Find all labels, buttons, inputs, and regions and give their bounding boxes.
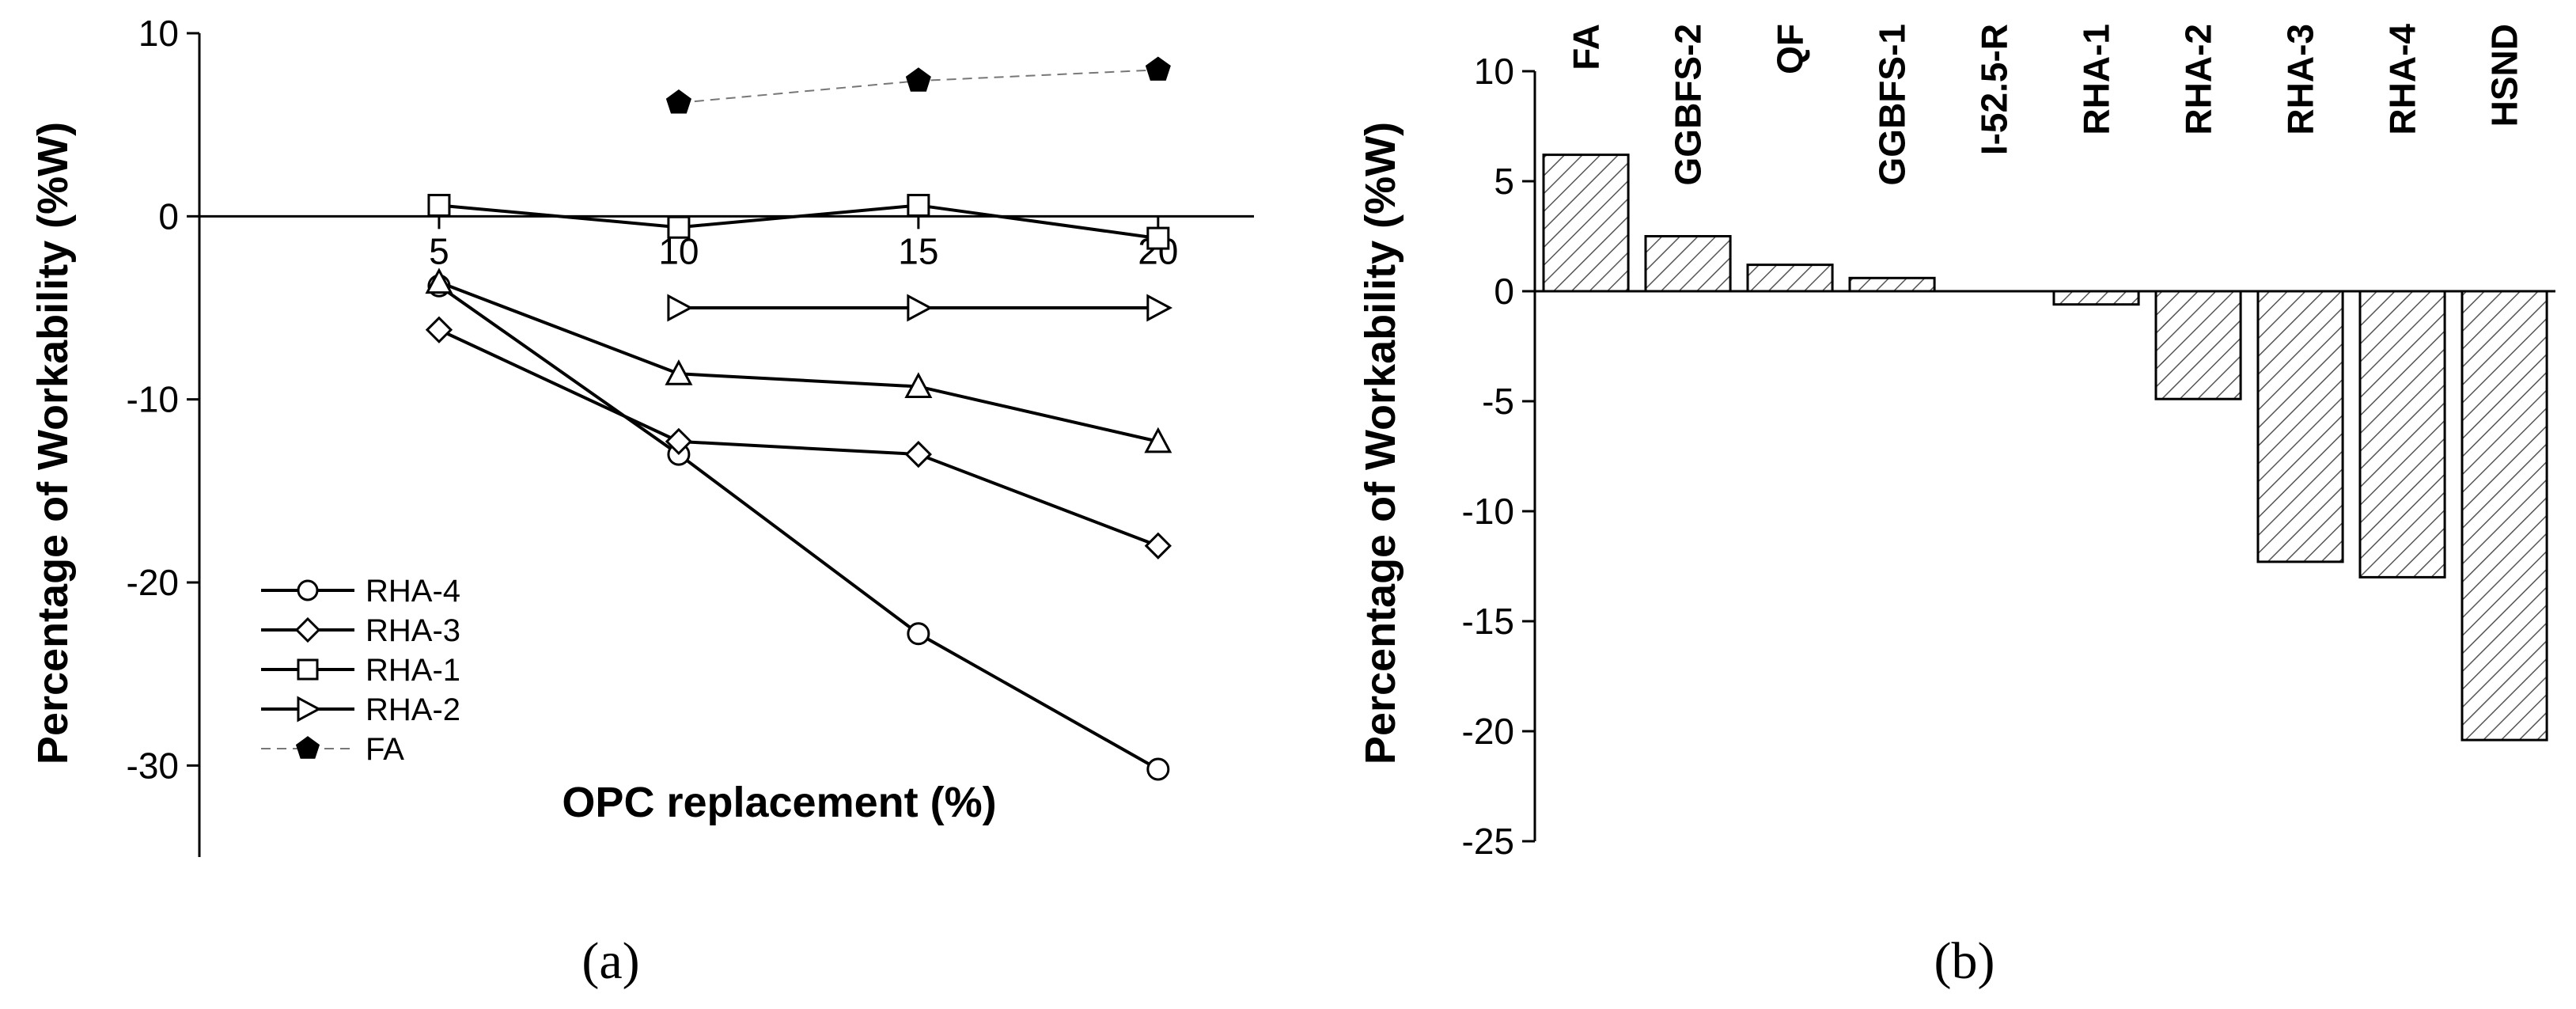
panel-a-y-tick-label: 10 <box>138 13 179 54</box>
series-rha-2-group <box>667 294 1172 322</box>
data-point-4-3 <box>1144 427 1172 453</box>
data-point-2-3 <box>1146 226 1170 250</box>
series-rha-3-group <box>425 316 1172 560</box>
bar-hsnd <box>2460 290 2548 742</box>
legend-marker <box>295 736 320 759</box>
legend-label: RHA-4 <box>366 574 460 609</box>
category-label-ggbfs-1: GGBFS-1 <box>1872 24 1913 185</box>
data-point-5-0 <box>665 89 691 114</box>
series-line-2 <box>438 203 1159 241</box>
legend-marker <box>294 616 321 643</box>
data-point-1-1 <box>665 427 693 455</box>
panel-b-caption: (b) <box>1934 932 1995 990</box>
data-point-4-0 <box>425 267 453 294</box>
series-line-1 <box>438 328 1159 548</box>
legend-item: RHA-4 <box>261 574 460 609</box>
data-point-5-1 <box>905 67 931 92</box>
series-line-4 <box>438 280 1159 443</box>
category-label-qf: QF <box>1770 24 1811 74</box>
legend-label: FA <box>366 732 404 767</box>
panel-b-tick-labels: 10 5 0 -5 -10 -15 -20 -25 <box>1462 51 1514 862</box>
legend-label: RHA-1 <box>366 653 460 688</box>
panel-a-x-tick-label: 15 <box>898 230 938 271</box>
panel-a-y-axis-title: Percentage of Workability (%W) <box>29 122 77 764</box>
panel-a-x-axis-title: OPC replacement (%) <box>562 779 996 826</box>
category-label-hsnd: HSND <box>2484 24 2525 127</box>
panel-b-y-tick-label: 10 <box>1474 51 1514 92</box>
panel-b-y-tick-label: -15 <box>1462 601 1514 642</box>
data-point-1-0 <box>425 316 453 343</box>
bar-qf <box>1746 264 1834 293</box>
panel-b-y-tick-label: -10 <box>1462 491 1514 532</box>
bar-rha-1 <box>2052 290 2140 306</box>
panel-b-y-tick-label: 0 <box>1494 271 1514 312</box>
panel-a-tick-labels: 100-10-20-305 10 15 20 <box>127 13 1179 786</box>
category-label-ggbfs-2: GGBFS-2 <box>1668 24 1709 185</box>
panel-a-y-tick-label: 0 <box>158 195 179 237</box>
panel-a-y-tick-label: -30 <box>127 745 179 786</box>
data-point-3-2 <box>1146 294 1172 322</box>
category-label-rha-1: RHA-1 <box>2076 24 2117 135</box>
bar-ggbfs-2 <box>1644 235 1732 293</box>
data-point-4-1 <box>665 359 693 385</box>
data-point-1-2 <box>904 440 932 468</box>
series-rha-1-group <box>427 193 1170 250</box>
panel-b-y-tick-label: -5 <box>1482 381 1514 422</box>
legend-marker <box>297 696 322 723</box>
panel-a-axes <box>187 32 1254 857</box>
category-label-rha-4: RHA-4 <box>2382 24 2423 135</box>
bar-rha-2 <box>2154 290 2242 400</box>
panel-a-line-chart: 100-10-20-305 10 15 20 RHA-4RHA-3RHA-1RHA-2… <box>29 13 1254 990</box>
data-point-4-2 <box>904 372 933 398</box>
data-point-0-2 <box>907 622 930 646</box>
legend-label: RHA-2 <box>366 692 460 727</box>
panel-a-y-tick-label: -20 <box>127 562 179 603</box>
series-line-0 <box>438 284 1159 771</box>
panel-a-legend: RHA-4 RHA-3 RHA-1 RHA-2 FA <box>261 574 460 767</box>
data-point-3-1 <box>907 294 934 322</box>
data-point-2-2 <box>907 193 930 217</box>
bar-rha-3 <box>2256 290 2344 563</box>
data-point-2-0 <box>427 193 451 217</box>
panel-b-y-tick-label: -20 <box>1462 711 1514 752</box>
panel-a-caption: (a) <box>581 932 639 990</box>
legend-item: RHA-2 <box>261 692 460 727</box>
data-point-5-2 <box>1145 56 1171 81</box>
panel-b-category-labels: FA GGBFS-2 QF GGBFS-1 I-52.5-R RHA-1 RHA-2 RHA-… <box>1566 24 2525 186</box>
data-point-2-1 <box>667 215 691 239</box>
series-fa-group <box>665 56 1171 114</box>
series-rha-4-group <box>427 274 1170 781</box>
legend-label: RHA-3 <box>366 613 460 648</box>
series-unlabeled-group <box>425 267 1172 453</box>
data-point-3-0 <box>667 294 694 322</box>
panel-b-bars <box>1542 154 2548 742</box>
bar-fa <box>1542 154 1630 293</box>
legend-item: RHA-3 <box>261 613 460 648</box>
category-label-rha-2: RHA-2 <box>2178 24 2219 135</box>
category-label-i-52.5-r: I-52.5-R <box>1974 24 2015 155</box>
data-point-0-3 <box>1146 757 1170 781</box>
legend-marker <box>297 658 319 681</box>
bar-rha-4 <box>2358 290 2446 578</box>
bar-ggbfs-1 <box>1848 276 1936 293</box>
panel-b-bar-chart: 10 5 0 -5 -10 -15 -20 -25 FA GGBFS-2 QF GGBFS-1 I-5… <box>1357 24 2555 990</box>
panel-a-y-tick-label: -10 <box>127 379 179 420</box>
category-label-fa: FA <box>1566 24 1607 70</box>
legend-item: RHA-1 <box>261 653 460 688</box>
data-point-1-3 <box>1144 532 1172 560</box>
legend-marker <box>297 579 319 601</box>
panel-b-y-axis-title: Percentage of Workability (%W) <box>1357 122 1404 764</box>
category-label-rha-3: RHA-3 <box>2280 24 2321 135</box>
panel-a-series <box>425 56 1172 781</box>
panel-b-y-tick-label: 5 <box>1494 161 1514 202</box>
panel-a-x-tick-label: 5 <box>429 230 449 271</box>
panel-b-y-tick-label: -25 <box>1462 821 1514 862</box>
legend-item: FA <box>261 732 404 767</box>
